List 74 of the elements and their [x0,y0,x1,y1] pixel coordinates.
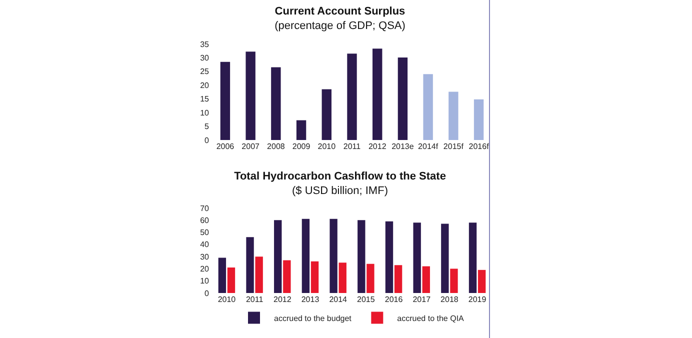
bar [394,265,402,293]
y-tick-label: 30 [200,252,210,262]
bar [441,224,449,293]
chart-subtitle: ($ USD billion; IMF) [292,184,388,197]
x-tick-label: 2013e [392,142,414,151]
y-tick-label: 0 [204,288,210,298]
bar [322,89,332,140]
bar [423,74,433,140]
y-tick-label: 25 [200,67,210,76]
y-tick-label: 5 [204,122,210,132]
chart-title: Total Hydrocarbon Cashflow to the State [234,170,446,183]
bar [385,221,394,293]
x-tick-label: 2018 [440,295,459,304]
y-tick-label: 15 [200,94,210,104]
chart-subtitle: (percentage of GDP; QSA) [274,20,406,32]
x-tick-label: 2011 [343,142,362,151]
x-tick-label: 2015 [357,295,376,304]
bar [310,261,319,293]
x-tick-label: 2007 [242,142,260,151]
bar [413,222,421,293]
bar [246,237,254,293]
bar [246,52,256,140]
x-tick-label: 2014f [418,142,439,151]
bar [296,120,306,140]
y-tick-label: 10 [200,108,210,118]
legend-label: accrued to the QIA [397,314,465,323]
y-tick-label: 0 [204,136,210,145]
legend-label: accrued to the budget [274,314,352,323]
bar [448,92,458,140]
bar [398,57,408,140]
bar [302,218,310,293]
bar [255,256,263,293]
x-tick-label: 2011 [246,295,264,304]
x-tick-label: 2017 [412,295,432,304]
x-tick-label: 2014 [329,295,348,304]
bar [283,260,291,293]
y-tick-label: 70 [200,204,210,213]
bar [468,222,477,293]
chart-title: Current Account Surplus [274,6,406,18]
bar [338,262,346,293]
bar [274,220,282,293]
x-tick-label: 2008 [267,142,286,151]
y-tick-label: 20 [200,264,210,274]
y-tick-label: 10 [200,276,210,286]
x-tick-label: 2009 [292,142,311,151]
y-tick-label: 50 [200,228,210,238]
y-tick-label: 40 [200,240,210,250]
bar [218,258,226,293]
bar [366,264,374,293]
bar [422,266,430,293]
x-tick-label: 2019 [468,295,487,304]
x-tick-label: 2010 [318,142,336,151]
x-tick-label: 2013 [301,295,320,304]
bar [220,62,230,140]
x-tick-label: 2016 [384,295,404,304]
y-tick-label: 30 [200,54,210,63]
bar [358,220,366,293]
y-tick-label: 20 [200,80,210,90]
bar [474,99,484,140]
bar [372,48,382,140]
y-tick-label: 35 [200,40,210,49]
bar [330,218,338,293]
x-tick-label: 2015f [443,142,464,151]
bar [347,54,357,140]
y-tick-label: 60 [200,216,210,225]
bar [227,268,236,293]
x-tick-label: 2016f [468,142,490,151]
x-tick-label: 2010 [218,295,236,304]
bar [450,268,458,293]
x-tick-label: 2012 [368,142,387,151]
x-tick-label: 2006 [216,142,235,151]
bar [271,67,281,140]
bar [478,270,486,293]
x-tick-label: 2012 [273,295,292,304]
